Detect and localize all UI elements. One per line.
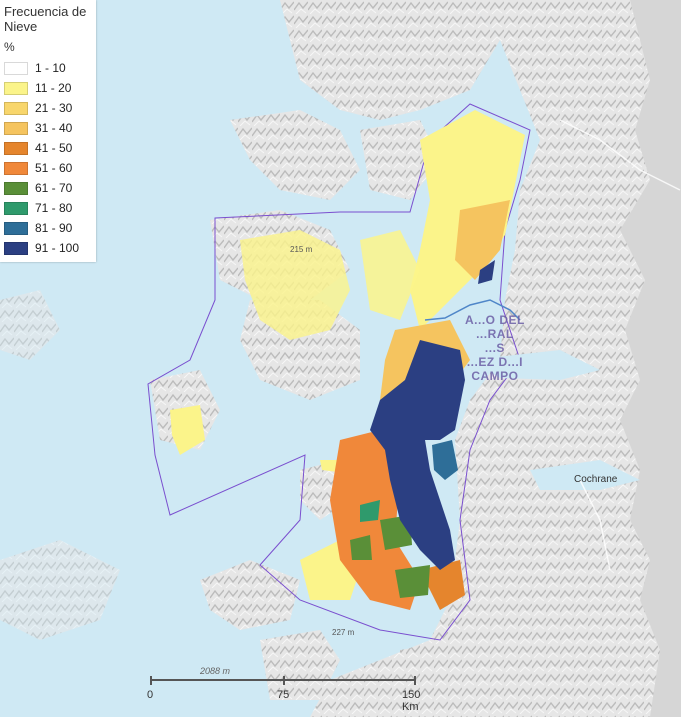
river <box>424 299 521 321</box>
legend-label: 51 - 60 <box>35 161 73 175</box>
legend-label: 21 - 30 <box>35 101 73 115</box>
scale-distance-label: 2088 m <box>200 666 231 676</box>
legend-swatch <box>4 81 28 95</box>
park-label-line: ...RAL <box>476 327 514 341</box>
park-label-line: ...S <box>484 341 505 355</box>
elevation-label: 227 m <box>332 628 355 637</box>
legend-label: 71 - 80 <box>35 201 73 215</box>
legend-swatch <box>4 241 28 255</box>
legend-item: 31 - 40 <box>4 120 72 136</box>
legend: Frecuencia de Nieve % 1 - 10 11 - 20 21 - … <box>0 0 96 262</box>
snow-high <box>350 515 430 598</box>
legend-swatch <box>4 141 28 155</box>
elevation-label: 215 m <box>290 245 313 254</box>
mainland <box>310 0 681 717</box>
legend-swatch <box>4 121 28 135</box>
legend-item: 51 - 60 <box>4 160 72 176</box>
lake-2 <box>530 460 640 490</box>
legend-label: 61 - 70 <box>35 181 73 195</box>
town-label-cochrane: Cochrane <box>574 474 618 485</box>
ice-field-core <box>370 340 465 570</box>
argentina-territory <box>620 0 681 717</box>
islands <box>0 0 500 717</box>
legend-swatch <box>4 161 28 175</box>
legend-swatch <box>4 181 28 195</box>
legend-item: 1 - 10 <box>4 60 66 76</box>
park-label-line: A...O DEL <box>465 313 525 327</box>
scale-label-75: 75 <box>277 689 290 701</box>
legend-item: 41 - 50 <box>4 140 72 156</box>
legend-unit: % <box>4 40 15 54</box>
legend-swatch <box>4 61 28 75</box>
ice-field-edge <box>432 440 458 480</box>
legend-label: 41 - 50 <box>35 141 73 155</box>
park-boundary <box>147 103 531 641</box>
legend-label: 1 - 10 <box>35 61 66 75</box>
legend-item: 61 - 70 <box>4 180 72 196</box>
legend-item: 91 - 100 <box>4 240 79 256</box>
lake <box>470 350 600 380</box>
legend-item: 81 - 90 <box>4 220 72 236</box>
legend-swatch <box>4 221 28 235</box>
scale-tick <box>283 676 285 685</box>
road <box>559 119 681 191</box>
park-label-line: ...EZ D...I <box>466 355 523 369</box>
legend-swatch <box>4 201 28 215</box>
legend-item: 71 - 80 <box>4 200 72 216</box>
scale-tick <box>150 676 152 685</box>
legend-label: 91 - 100 <box>35 241 80 255</box>
park-label: A...O DEL ...RAL ...S ...EZ D...I CAMPO <box>465 313 525 383</box>
road-2 <box>579 479 611 571</box>
legend-label: 11 - 20 <box>35 81 72 95</box>
legend-title: Frecuencia de Nieve <box>4 4 87 34</box>
park-label-line: CAMPO <box>471 369 519 383</box>
legend-label: 81 - 90 <box>35 221 73 235</box>
scale-bar: 0 75 150 Km <box>147 676 420 713</box>
scale-label-0: 0 <box>147 689 154 701</box>
ice-field-north <box>478 260 495 284</box>
scale-tick <box>414 676 416 685</box>
legend-label: 31 - 40 <box>35 121 73 135</box>
legend-swatch <box>4 101 28 115</box>
scale-label-150: 150 Km <box>402 689 421 713</box>
legend-item: 21 - 30 <box>4 100 72 116</box>
legend-item: 11 - 20 <box>4 80 71 96</box>
